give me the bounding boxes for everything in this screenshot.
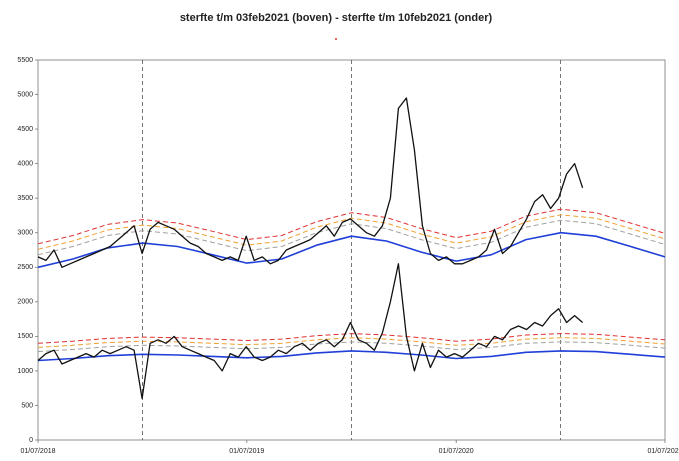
series-line	[37, 333, 666, 344]
x-tick-label: 01/07/2020	[439, 448, 474, 455]
x-tick-label: 01/07/2018	[20, 448, 55, 455]
x-tick-label: 01/07/2021	[647, 448, 679, 455]
series-line	[37, 341, 666, 353]
y-tick-label: 1500	[17, 333, 33, 340]
title-dot	[335, 38, 337, 40]
series-line	[37, 337, 666, 348]
y-tick-label: 0	[29, 437, 33, 444]
series-line	[37, 97, 584, 268]
series-line	[37, 263, 584, 400]
y-tick-label: 500	[21, 402, 33, 409]
y-tick-label: 5500	[17, 57, 33, 64]
y-tick-label: 4000	[17, 160, 33, 167]
series-line	[37, 219, 666, 256]
series-line	[37, 350, 666, 362]
series-line	[37, 208, 666, 245]
y-tick-label: 2500	[17, 264, 33, 271]
series-line	[37, 214, 666, 250]
y-tick-label: 3000	[17, 230, 33, 237]
y-tick-label: 1000	[17, 368, 33, 375]
chart-title: sterfte t/m 03feb2021 (boven) - sterfte …	[180, 12, 493, 24]
y-tick-label: 2000	[17, 299, 33, 306]
y-tick-label: 3500	[17, 195, 33, 202]
y-tick-label: 5000	[17, 91, 33, 98]
x-tick-label: 01/07/2019	[229, 448, 264, 455]
y-tick-label: 4500	[17, 126, 33, 133]
series-line	[37, 231, 666, 269]
